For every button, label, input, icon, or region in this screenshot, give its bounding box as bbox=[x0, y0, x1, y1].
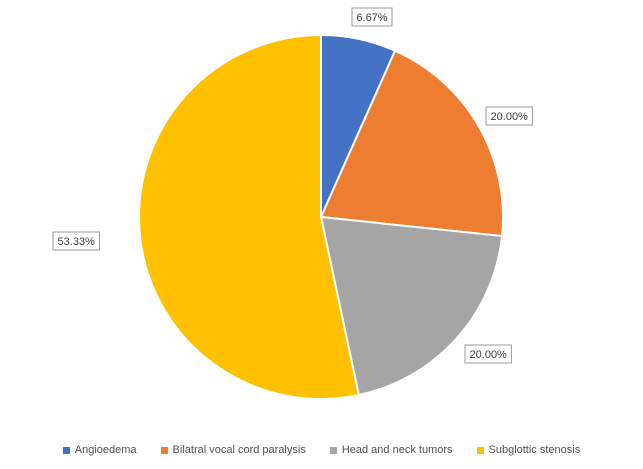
legend-swatch-angioedema bbox=[62, 446, 70, 454]
data-label-box bbox=[52, 231, 100, 251]
pie-slice-head-and-neck-tumors bbox=[319, 215, 504, 397]
legend-swatch-bilatral-vocal-cord-paralysis bbox=[160, 446, 168, 454]
data-label-bilatral-vocal-cord-paralysis: 20.00% bbox=[485, 106, 533, 126]
legend-item-bilatral-vocal-cord-paralysis: Bilatral vocal cord paralysis bbox=[160, 444, 306, 456]
legend-swatch-subglottic-stenosis bbox=[476, 446, 484, 454]
legend-item-subglottic-stenosis: Subglottic stenosis bbox=[476, 444, 581, 456]
data-label-angioedema: 6.67% bbox=[351, 7, 393, 27]
pie-slice-bilatral-vocal-cord-paralysis bbox=[319, 49, 504, 238]
legend-label-head-and-neck-tumors: Head and neck tumors bbox=[341, 444, 453, 456]
legend: Angioedema Bilatral vocal cord paralysis… bbox=[0, 444, 643, 456]
data-label-text: 20.00% bbox=[470, 349, 508, 361]
pie-slice-subglottic-stenosis bbox=[138, 33, 360, 400]
legend-label-subglottic-stenosis: Subglottic stenosis bbox=[488, 444, 581, 456]
legend-item-head-and-neck-tumors: Head and neck tumors bbox=[329, 444, 453, 456]
data-label-text: 53.33% bbox=[58, 236, 96, 248]
legend-swatch-head-and-neck-tumors bbox=[329, 446, 337, 454]
pie-slices bbox=[138, 33, 504, 400]
data-label-text: 20.00% bbox=[491, 111, 529, 123]
data-label-box bbox=[351, 7, 393, 27]
legend-label-angioedema: Angioedema bbox=[74, 444, 137, 456]
legend-item-angioedema: Angioedema bbox=[62, 444, 137, 456]
data-label-subglottic-stenosis: 53.33% bbox=[52, 231, 100, 251]
data-label-box bbox=[464, 344, 512, 364]
data-label-text: 6.67% bbox=[356, 12, 387, 24]
data-label-head-and-neck-tumors: 20.00% bbox=[464, 344, 512, 364]
legend-label-bilatral-vocal-cord-paralysis: Bilatral vocal cord paralysis bbox=[172, 444, 306, 456]
data-labels: 6.67% 20.00% 20.00% 53.33% bbox=[52, 7, 533, 364]
data-label-box bbox=[485, 106, 533, 126]
